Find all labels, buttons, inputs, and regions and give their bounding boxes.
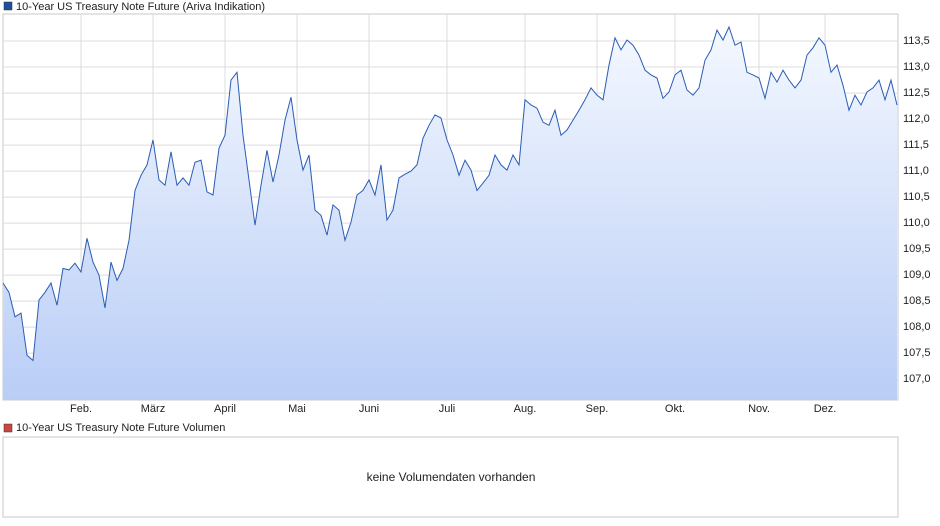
x-tick-label: Mai bbox=[288, 403, 306, 415]
x-tick-label: Juni bbox=[359, 403, 379, 415]
x-tick-label: Nov. bbox=[748, 403, 770, 415]
y-tick-label: 110,0 bbox=[903, 217, 930, 229]
x-tick-label: April bbox=[214, 403, 236, 415]
x-tick-label: Juli bbox=[439, 403, 456, 415]
y-tick-label: 112,0 bbox=[903, 113, 930, 125]
y-tick-label: 112,5 bbox=[903, 87, 930, 99]
y-tick-label: 107,0 bbox=[903, 373, 931, 385]
x-tick-label: Feb. bbox=[70, 403, 92, 415]
y-tick-label: 108,0 bbox=[903, 321, 931, 333]
legend-swatch bbox=[3, 423, 13, 433]
y-tick-label: 108,5 bbox=[903, 295, 931, 307]
y-tick-label: 107,5 bbox=[903, 347, 931, 359]
legend-label: 10-Year US Treasury Note Future (Ariva I… bbox=[16, 1, 265, 13]
x-tick-label: Dez. bbox=[814, 403, 837, 415]
y-tick-label: 109,5 bbox=[903, 243, 931, 255]
x-tick-label: Okt. bbox=[665, 403, 685, 415]
line bbox=[2, 25, 898, 362]
y-tick-label: 113,0 bbox=[903, 61, 930, 73]
legend-swatch bbox=[3, 1, 13, 11]
no-data-note: keine Volumendaten vorhanden bbox=[367, 470, 536, 484]
x-tick-label: Sep. bbox=[586, 403, 609, 415]
legend-label: 10-Year US Treasury Note Future Volumen bbox=[16, 422, 225, 434]
y-tick-label: 109,0 bbox=[903, 269, 931, 281]
x-tick-label: Aug. bbox=[514, 403, 537, 415]
y-tick-label: 111,0 bbox=[903, 165, 929, 177]
x-tick-label: März bbox=[141, 403, 165, 415]
y-tick-label: 111,5 bbox=[903, 139, 929, 151]
y-tick-label: 113,5 bbox=[903, 35, 930, 47]
volume-frame bbox=[2, 436, 899, 518]
y-tick-label: 110,5 bbox=[903, 191, 930, 203]
area bbox=[3, 27, 897, 400]
